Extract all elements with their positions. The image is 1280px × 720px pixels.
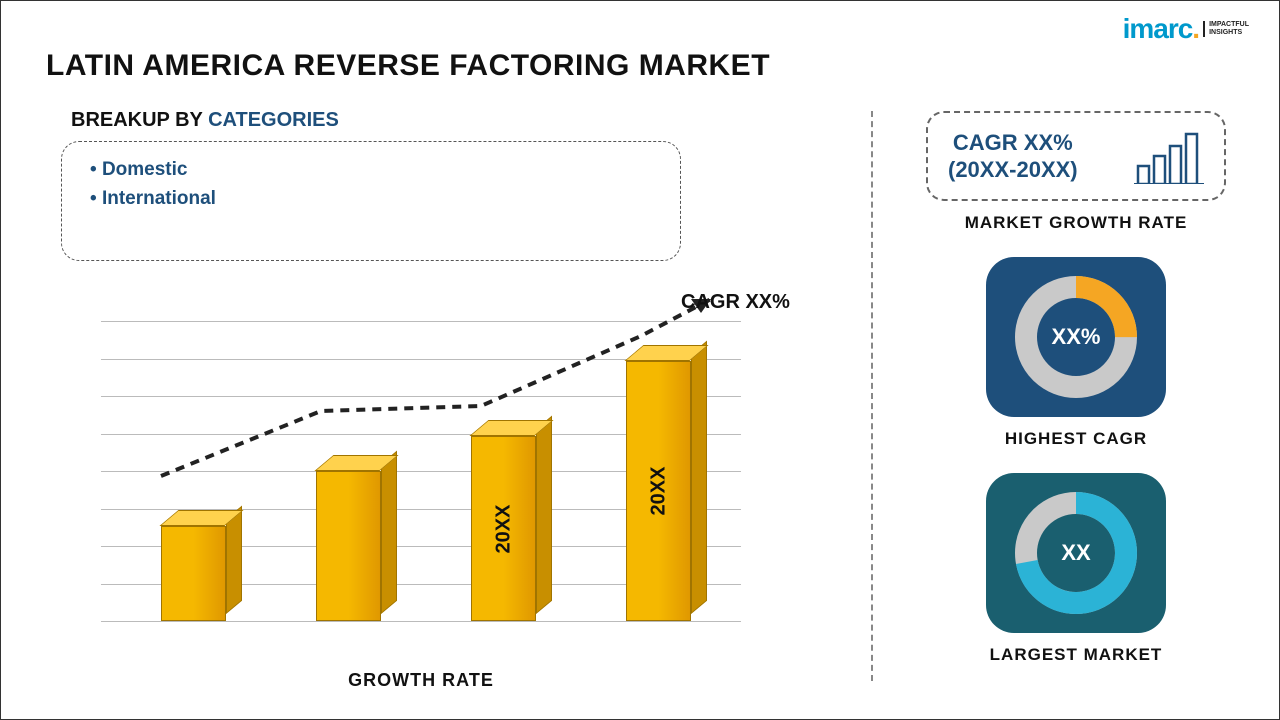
bar-label: 20XX — [647, 467, 670, 516]
logo-wordmark: imarc. — [1123, 13, 1200, 45]
largest-market-label: LARGEST MARKET — [990, 645, 1163, 665]
bar-label: 20XX — [492, 504, 515, 553]
bar — [161, 526, 226, 621]
highest-cagr-tile: XX% — [986, 257, 1166, 417]
market-growth-rate-label: MARKET GROWTH RATE — [965, 213, 1188, 233]
highest-cagr-label: HIGHEST CAGR — [1005, 429, 1147, 449]
logo-tagline: IMPACTFULINSIGHTS — [1203, 21, 1249, 36]
bar: 20XX — [471, 436, 536, 621]
cagr-summary-box: CAGR XX%(20XX-20XX) — [926, 111, 1226, 201]
page-title: LATIN AMERICA REVERSE FACTORING MARKET — [46, 49, 770, 83]
category-item: International — [90, 185, 652, 214]
cagr-summary-text: CAGR XX%(20XX-20XX) — [948, 129, 1078, 184]
chart-caption: GROWTH RATE — [61, 670, 781, 691]
brand-logo: imarc. IMPACTFULINSIGHTS — [1123, 13, 1249, 45]
categories-box: Domestic International — [61, 141, 681, 261]
vertical-divider — [871, 111, 873, 681]
largest-market-tile: XX — [986, 473, 1166, 633]
bar: 20XX — [626, 361, 691, 621]
bar — [316, 471, 381, 621]
largest-market-value: XX — [1061, 540, 1090, 566]
mini-bars-icon — [1134, 129, 1204, 184]
categories-list: Domestic International — [90, 156, 652, 213]
breakup-subtitle: BREAKUP BY CATEGORIES — [71, 109, 339, 132]
highest-cagr-value: XX% — [1052, 324, 1101, 350]
right-column: CAGR XX%(20XX-20XX) MARKET GROWTH RATE X… — [911, 111, 1241, 665]
trend-cagr-label: CAGR XX% — [681, 291, 790, 314]
bars-container: 20XX 20XX — [131, 321, 771, 621]
growth-rate-chart: CAGR XX% 20XX20XX GROWTH RATE — [61, 301, 781, 661]
category-item: Domestic — [90, 156, 652, 185]
